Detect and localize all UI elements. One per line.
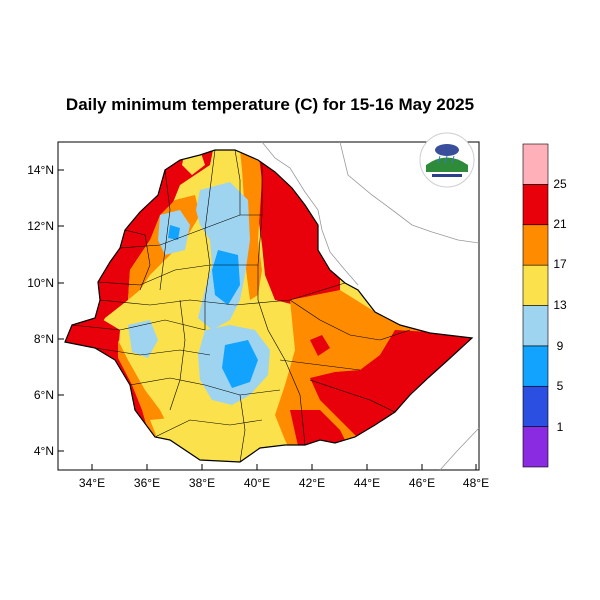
y-tick-label: 6°N <box>34 388 54 402</box>
x-tick-labels: 34°E 36°E 38°E 40°E 42°E 44°E 46°E 48°E <box>79 476 489 490</box>
y-tick-label: 8°N <box>34 332 54 346</box>
x-tick-label: 38°E <box>189 476 215 490</box>
colorbar-segment <box>522 143 549 185</box>
colorbar-label: 21 <box>553 217 567 231</box>
colorbar-segment <box>522 184 549 226</box>
x-axis <box>91 464 477 470</box>
x-tick-label: 46°E <box>409 476 435 490</box>
chart-title: Daily minimum temperature (C) for 15-16 … <box>65 95 475 114</box>
x-tick-label: 36°E <box>134 476 160 490</box>
plot-frame <box>57 141 480 471</box>
colorbar <box>522 143 549 468</box>
colorbar-label: 13 <box>553 298 567 312</box>
colorbar-segment <box>522 224 549 266</box>
neighbour-borders <box>261 141 480 471</box>
colorbar-segment <box>522 345 549 387</box>
temperature-field <box>65 150 472 462</box>
colorbar-label: 25 <box>553 177 567 191</box>
y-tick-label: 4°N <box>34 444 54 458</box>
y-tick-label: 10°N <box>27 276 54 290</box>
y-tick-label: 14°N <box>27 163 54 177</box>
y-tick-label: 12°N <box>27 219 54 233</box>
x-tick-label: 40°E <box>244 476 270 490</box>
x-tick-label: 48°E <box>463 476 489 490</box>
colorbar-label: 9 <box>557 339 564 353</box>
colorbar-label: 1 <box>557 420 564 434</box>
admin-boundaries <box>71 150 411 462</box>
ethiopia-meteorology-institute-logo <box>419 132 475 188</box>
colorbar-segment <box>522 305 549 347</box>
colorbar-labels: 1 5 9 13 17 21 25 <box>553 177 567 434</box>
colorbar-segment <box>522 426 549 468</box>
colorbar-segment <box>522 264 549 306</box>
x-tick-label: 44°E <box>354 476 380 490</box>
x-tick-label: 42°E <box>299 476 325 490</box>
colorbar-label: 17 <box>553 257 567 271</box>
x-tick-label: 34°E <box>79 476 105 490</box>
y-tick-labels: 14°N 12°N 10°N 8°N 6°N 4°N <box>27 163 54 458</box>
y-axis <box>58 169 64 452</box>
colorbar-segment <box>522 385 549 427</box>
colorbar-label: 5 <box>557 379 564 393</box>
